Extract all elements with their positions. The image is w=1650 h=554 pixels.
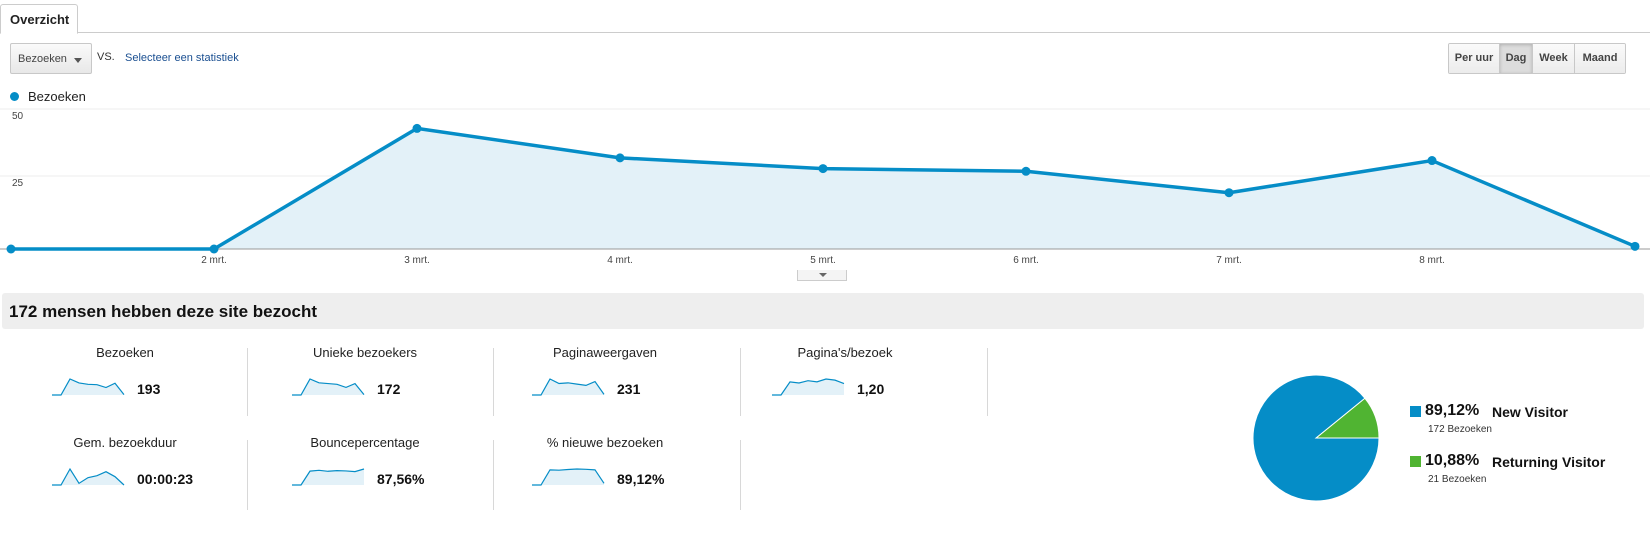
caret-down-icon	[74, 58, 82, 63]
stat-label: Bezoeken	[96, 345, 154, 360]
stat-value: 193	[137, 381, 161, 397]
chevron-down-icon	[819, 273, 827, 277]
stat-value: 89,12%	[617, 471, 665, 487]
x-tick-label: 6 mrt.	[1013, 255, 1039, 266]
data-point[interactable]	[1224, 188, 1234, 198]
data-point[interactable]	[1427, 156, 1437, 166]
period-hour-button[interactable]: Per uur	[1449, 44, 1500, 73]
returning-visitor-pct: 10,88%	[1425, 452, 1480, 469]
data-point[interactable]	[1630, 241, 1640, 251]
stat-card[interactable]: Bouncepercentage 87,56%	[240, 435, 490, 507]
y-tick-label: 50	[12, 111, 24, 122]
stat-label: Paginaweergaven	[552, 345, 658, 360]
series-dot-icon	[10, 92, 19, 101]
period-week-button[interactable]: Week	[1533, 44, 1575, 73]
stat-card[interactable]: Pagina's/bezoek 1,20	[720, 345, 970, 417]
summary-title: 172 mensen hebben deze site bezocht	[9, 302, 317, 321]
tab-overview[interactable]: Overzicht	[0, 4, 78, 34]
summary-header: 172 mensen hebben deze site bezocht	[2, 293, 1644, 329]
stat-label: % nieuwe bezoeken	[546, 435, 664, 450]
x-tick-label: 7 mrt.	[1216, 255, 1242, 266]
new-visitor-count: 172 Bezoeken	[1428, 424, 1492, 435]
x-tick-label: 5 mrt.	[810, 255, 836, 266]
data-point[interactable]	[818, 164, 828, 174]
sparkline	[532, 378, 605, 396]
sparkline	[292, 378, 365, 396]
new-visitor-pct: 89,12%	[1425, 402, 1480, 419]
stat-value: 00:00:23	[137, 471, 194, 487]
chart-collapse-handle[interactable]	[797, 270, 847, 281]
visitor-type-pie-chart	[1252, 374, 1380, 502]
new-visitor-swatch	[1410, 406, 1421, 417]
stat-label: Unieke bezoekers	[312, 345, 418, 360]
compare-metric-link[interactable]: Selecteer een statistiek	[125, 52, 239, 64]
y-tick-label: 25	[12, 178, 24, 189]
stat-divider	[740, 440, 741, 510]
metric-dropdown-label: Bezoeken	[18, 53, 67, 65]
stat-label: Bouncepercentage	[310, 435, 420, 450]
sparkline-line	[52, 467, 125, 486]
stat-label: Gem. bezoekduur	[73, 435, 177, 450]
period-month-button[interactable]: Maand	[1575, 44, 1625, 73]
sparkline-area	[532, 379, 604, 395]
stat-card[interactable]: Paginaweergaven 231	[480, 345, 730, 417]
sparkline-area	[52, 379, 124, 395]
returning-visitor-label: Returning Visitor	[1492, 454, 1606, 470]
x-tick-label: 8 mrt.	[1419, 255, 1445, 266]
stat-card[interactable]: Unieke bezoekers 172	[240, 345, 490, 417]
sparkline-area	[292, 379, 364, 395]
stat-divider	[987, 348, 988, 416]
sparkline-line	[292, 378, 365, 396]
stat-value: 172	[377, 381, 401, 397]
visits-line-chart: 50 25 2 mrt. 3 mrt. 4 mrt. 5 mrt. 6 mrt. 7 mrt.…	[0, 108, 1650, 266]
stat-label: Pagina's/bezoek	[797, 345, 893, 360]
data-point[interactable]	[6, 244, 16, 254]
returning-visitor-swatch	[1410, 456, 1421, 467]
sparkline-line	[52, 378, 125, 396]
stat-value: 231	[617, 381, 641, 397]
period-day-button[interactable]: Dag	[1500, 44, 1533, 73]
data-point[interactable]	[1021, 166, 1031, 176]
stat-divider	[247, 348, 248, 416]
data-point[interactable]	[209, 244, 219, 254]
series-area-fill	[11, 128, 1635, 249]
sparkline-line	[532, 468, 605, 486]
sparkline	[532, 468, 605, 486]
new-visitor-label: New Visitor	[1492, 404, 1568, 420]
data-point[interactable]	[615, 153, 625, 163]
stat-divider	[493, 348, 494, 416]
data-point[interactable]	[412, 123, 422, 133]
returning-visitor-count: 21 Bezoeken	[1428, 474, 1487, 485]
sparkline	[772, 378, 845, 396]
stat-value: 87,56%	[377, 471, 425, 487]
sparkline-line	[772, 378, 845, 396]
stat-value: 1,20	[857, 381, 885, 397]
stat-divider	[247, 440, 248, 510]
vs-label: VS.	[97, 51, 115, 63]
x-tick-label: 2 mrt.	[201, 255, 227, 266]
sparkline	[292, 468, 365, 486]
sparkline-area	[52, 469, 124, 485]
sparkline	[52, 378, 125, 396]
sparkline-area	[772, 379, 844, 395]
stat-card[interactable]: Bezoeken 193	[0, 345, 250, 417]
period-selector: Per uur Dag Week Maand	[1448, 43, 1626, 74]
x-tick-label: 4 mrt.	[607, 255, 633, 266]
pie-slice-new-visitor[interactable]	[1252, 374, 1380, 502]
sparkline-line	[292, 468, 365, 486]
sparkline	[52, 467, 125, 486]
stat-card[interactable]: Gem. bezoekduur 00:00:23	[0, 435, 250, 507]
stat-card[interactable]: % nieuwe bezoeken 89,12%	[480, 435, 730, 507]
tab-bar: Overzicht	[0, 0, 1650, 34]
legend-series-label: Bezoeken	[28, 89, 86, 104]
metric-dropdown[interactable]: Bezoeken	[10, 43, 92, 74]
stat-divider	[740, 348, 741, 416]
x-tick-label: 3 mrt.	[404, 255, 430, 266]
sparkline-area	[292, 469, 364, 485]
sparkline-line	[532, 378, 605, 396]
stat-divider	[493, 440, 494, 510]
sparkline-area	[532, 469, 604, 485]
